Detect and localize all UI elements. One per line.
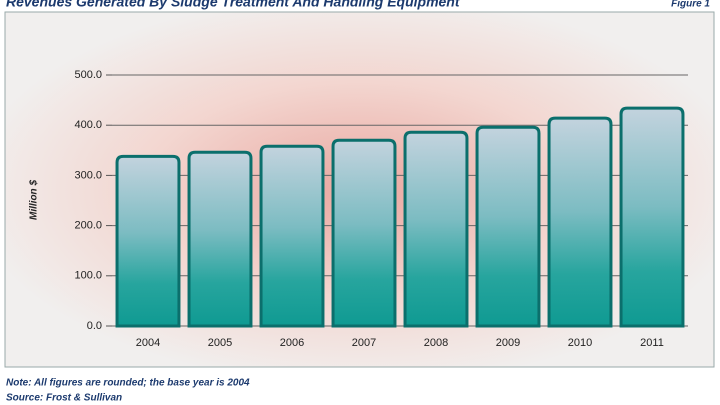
y-tick-label: 300.0 (74, 169, 102, 181)
y-tick-label: 200.0 (74, 220, 102, 232)
plot: 0.0 100.0 200.0 300.0 400.0 500.0 2004 2005 2006… (74, 69, 688, 349)
x-tick-label: 2011 (640, 337, 664, 349)
bar (259, 144, 325, 328)
figure-label: Figure 1 (671, 0, 710, 10)
bar (115, 154, 181, 328)
y-tick-label: 0.0 (87, 320, 102, 332)
chart-title: Revenues Generated By Sludge Treatment A… (6, 0, 461, 10)
bar (475, 125, 541, 328)
x-tick-label: 2010 (568, 337, 592, 349)
bar (547, 116, 613, 328)
x-tick-label: 2008 (424, 337, 448, 349)
source: Source: Frost & Sullivan (6, 393, 122, 404)
bar (331, 138, 397, 328)
x-tick-label: 2007 (352, 337, 376, 349)
x-tick-label: 2005 (208, 337, 232, 349)
bar (187, 150, 253, 328)
y-tick-label: 100.0 (74, 270, 102, 282)
y-tick-label: 400.0 (74, 119, 102, 131)
y-tick-label: 500.0 (74, 69, 102, 81)
bar (403, 130, 469, 328)
x-tick-label: 2006 (280, 337, 304, 349)
note: Note: All figures are rounded; the base … (6, 378, 250, 389)
x-tick-label: 2009 (496, 337, 520, 349)
bar (619, 106, 685, 328)
y-axis-label: Million $ (29, 180, 40, 220)
x-tick-label: 2004 (136, 337, 160, 349)
